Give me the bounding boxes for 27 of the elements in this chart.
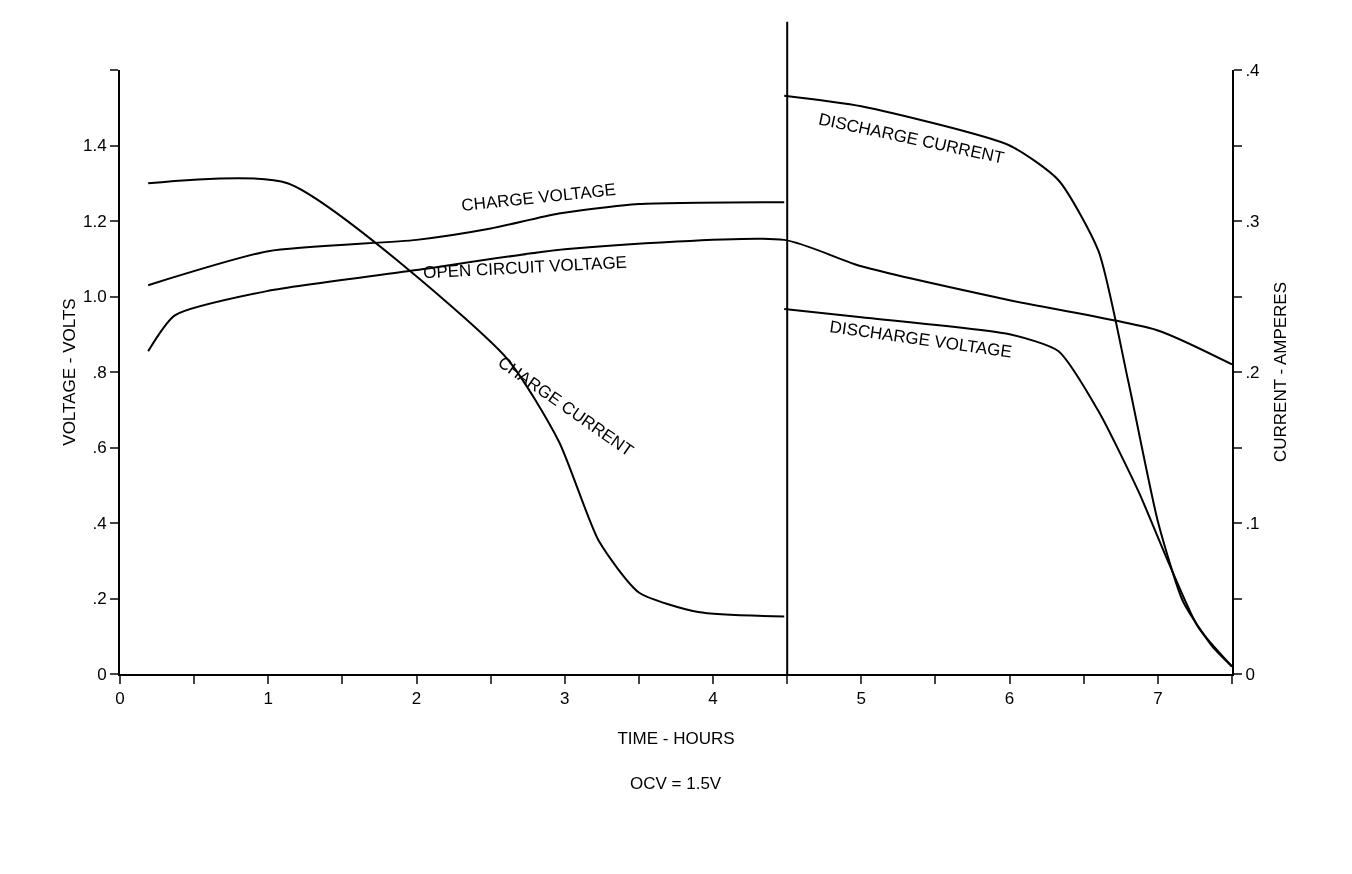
y-tick-label: .6 xyxy=(92,438,107,458)
text: CHARGE VOLTAGE xyxy=(460,179,617,216)
text: DISCHARGE VOLTAGE xyxy=(828,317,1013,362)
x-tick-label: 6 xyxy=(1004,689,1015,709)
y2-tick-label: .3 xyxy=(1245,211,1260,231)
y-tick-label: .2 xyxy=(92,589,107,609)
y-tick-label: 1.0 xyxy=(82,287,107,307)
y2-tick-label: 0 xyxy=(1245,664,1255,684)
x-tick-label: 0 xyxy=(115,689,125,709)
x-tick-label: 3 xyxy=(560,689,570,709)
y2-axis-title: CURRENT - AMPERES xyxy=(1270,281,1290,463)
x-tick-label: 5 xyxy=(856,689,867,709)
y-tick-label: 0 xyxy=(97,664,107,684)
y-axis-title: VOLTAGE - VOLTS xyxy=(60,298,79,446)
y-tick-label: 1.2 xyxy=(82,211,107,231)
x-tick-label: 4 xyxy=(708,689,718,709)
y-tick-label: .8 xyxy=(92,362,107,382)
x-axis-title: TIME - HOURS xyxy=(617,729,735,749)
y-tick-label: .4 xyxy=(92,513,107,533)
text: OCV = 1.5V xyxy=(630,774,722,793)
y2-tick-label: .4 xyxy=(1245,60,1260,80)
y2-tick-label: .2 xyxy=(1245,362,1260,382)
x-tick-label: 1 xyxy=(263,689,273,709)
x-tick-label: 2 xyxy=(411,689,422,709)
x-tick-label: 7 xyxy=(1153,689,1163,709)
y-tick-label: 1.4 xyxy=(82,136,107,156)
y2-tick-label: .1 xyxy=(1245,513,1260,533)
